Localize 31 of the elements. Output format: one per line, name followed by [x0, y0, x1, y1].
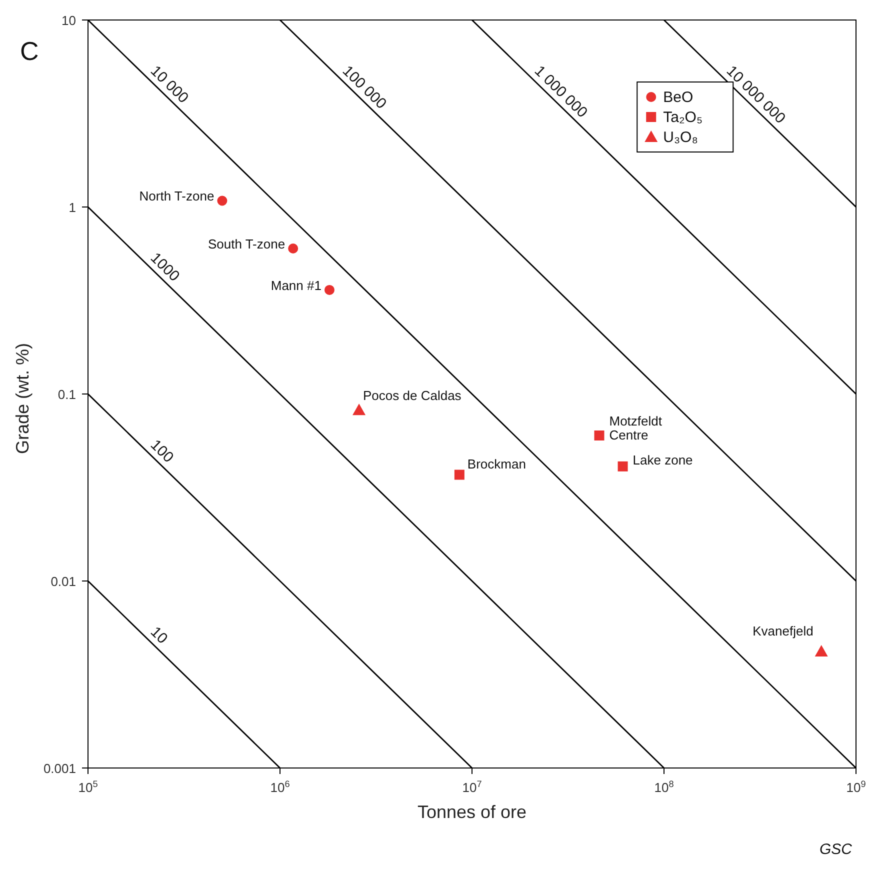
annotation: Brockman: [467, 456, 526, 472]
y-tick-label: 0.001: [43, 761, 76, 776]
annotation: Motzfeldt Centre: [609, 413, 662, 442]
annotation: North T-zone: [139, 188, 214, 204]
y-tick-label: 0.1: [58, 387, 76, 402]
y-tick-label: 1: [68, 200, 76, 215]
x-tick-label: 10$^{9}$: [846, 779, 866, 795]
x-tick-label: 10$^{8}$: [654, 779, 674, 795]
text: 10: [146, 623, 171, 648]
annotation: South T-zone: [208, 236, 286, 252]
annotation: Pocos de Caldas: [363, 388, 462, 404]
annotation: Kvanefjeld: [752, 623, 814, 638]
text: 100: [146, 436, 177, 466]
x-axis-title: Tonnes of ore: [417, 802, 527, 822]
x-tick-label: 10$^{5}$: [78, 779, 98, 795]
y-axis-title: Grade (wt. %): [12, 342, 32, 454]
text: 10 000 000: [722, 62, 789, 128]
annotation: Lake zone: [632, 452, 693, 468]
x-tick-label: 10$^{6}$: [270, 779, 290, 795]
legend-label: Ta₂O₅: [663, 109, 702, 126]
y-tick-label: 0.01: [50, 574, 76, 589]
legend-label: U₃O₈: [663, 129, 698, 146]
legend-label: BeO: [663, 89, 694, 106]
x-tick-label: 10$^{7}$: [462, 779, 482, 795]
text: 10 000: [146, 62, 192, 107]
y-tick-label: 10: [62, 13, 76, 28]
annotation: Mann #1: [270, 278, 322, 293]
text: 1 000 000: [530, 62, 591, 122]
text: GSC: [819, 841, 852, 858]
text: C: [20, 36, 39, 66]
text: 100 000: [338, 62, 390, 113]
